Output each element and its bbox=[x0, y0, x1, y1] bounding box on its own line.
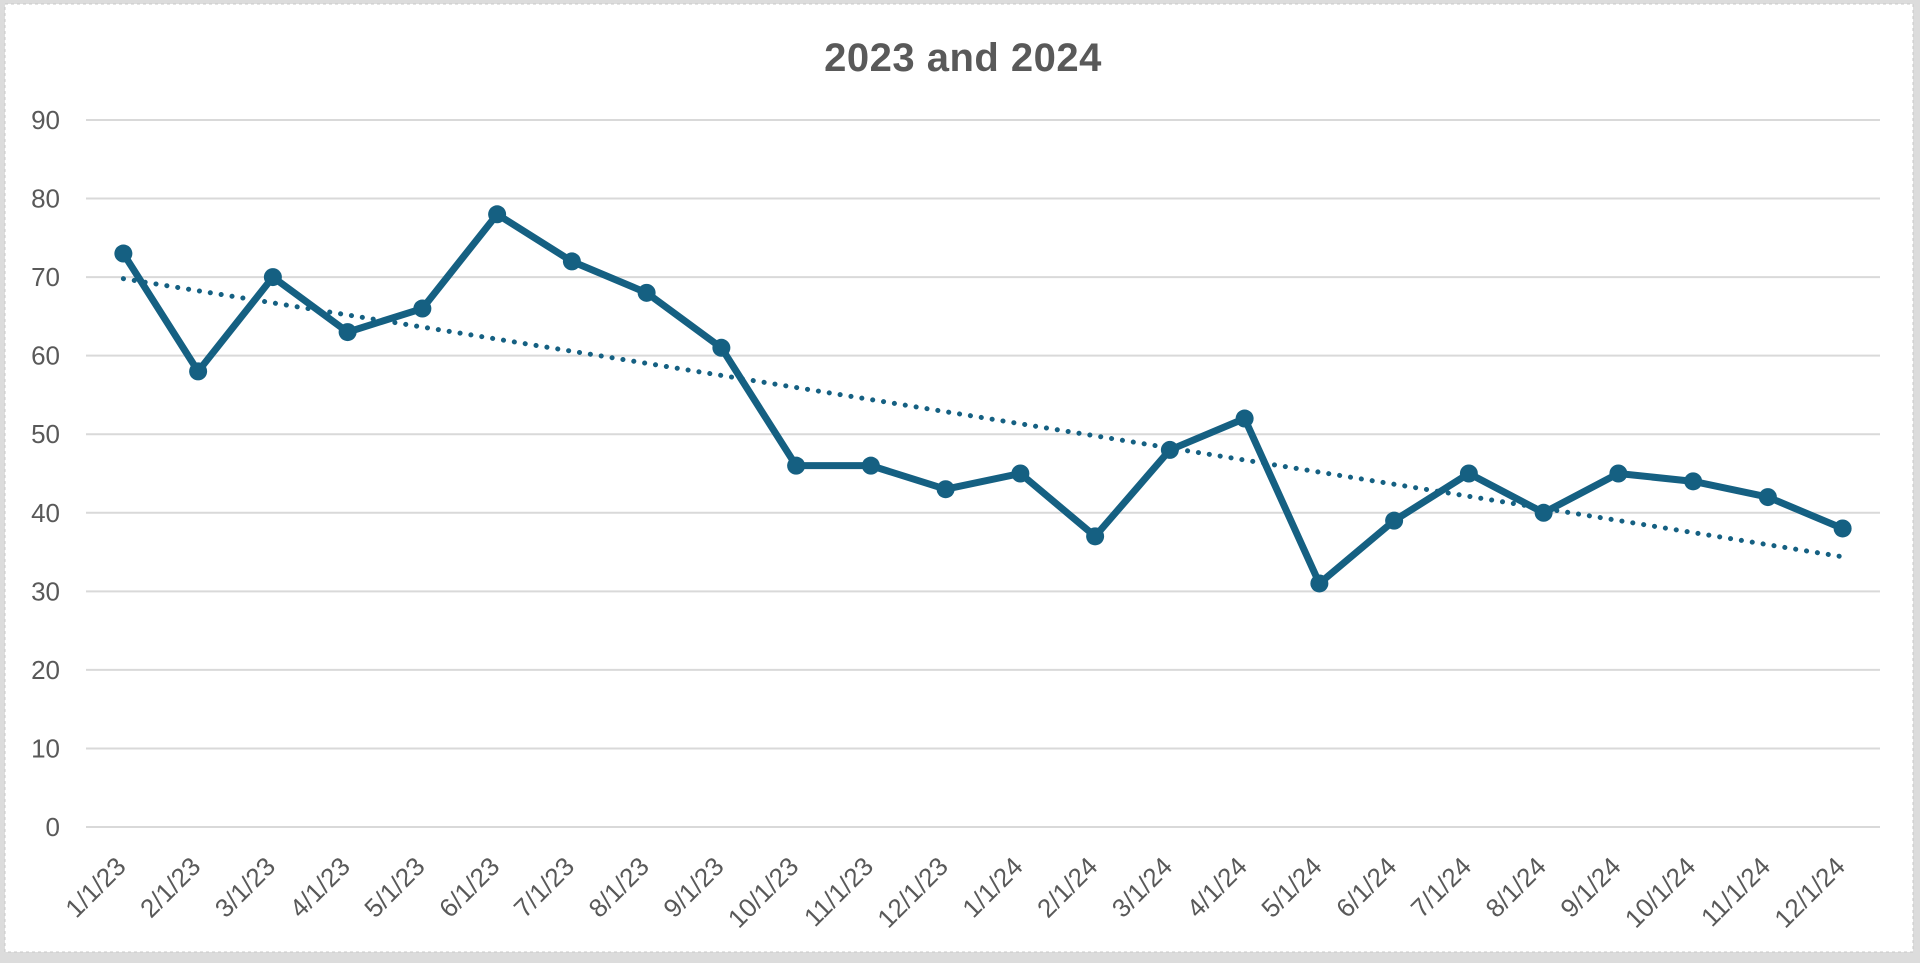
y-axis-label: 10 bbox=[31, 733, 60, 763]
data-point bbox=[488, 205, 507, 224]
data-point bbox=[1609, 464, 1628, 483]
data-point bbox=[1011, 464, 1030, 483]
data-point bbox=[1310, 574, 1329, 593]
data-point bbox=[338, 323, 357, 342]
data-point bbox=[114, 244, 133, 263]
trendline bbox=[120, 276, 1846, 560]
data-point bbox=[1235, 409, 1254, 428]
data-point bbox=[1086, 527, 1105, 546]
y-axis-label: 0 bbox=[46, 812, 60, 842]
data-point bbox=[936, 480, 955, 499]
data-point bbox=[712, 338, 731, 357]
data-point bbox=[637, 283, 656, 302]
y-axis-labels-group: 0 10 20 30 40 50 60 70 80 90 bbox=[31, 105, 60, 842]
data-point bbox=[413, 299, 432, 318]
series-group bbox=[119, 210, 1847, 587]
y-axis-label: 60 bbox=[31, 341, 60, 371]
series-line bbox=[119, 210, 1847, 587]
y-axis-label: 20 bbox=[31, 655, 60, 685]
data-point bbox=[861, 456, 880, 475]
y-axis-label: 70 bbox=[31, 262, 60, 292]
data-point bbox=[1684, 472, 1703, 491]
data-point bbox=[787, 456, 806, 475]
y-axis-label: 50 bbox=[31, 419, 60, 449]
y-axis-label: 30 bbox=[31, 576, 60, 606]
y-axis-label: 80 bbox=[31, 184, 60, 214]
chart-canvas bbox=[4, 3, 1914, 953]
trendline-group bbox=[120, 276, 1846, 560]
data-point bbox=[1758, 488, 1777, 507]
data-point bbox=[1833, 519, 1852, 538]
data-point bbox=[189, 362, 208, 381]
data-point bbox=[263, 268, 282, 287]
chart-title: 2023 and 2024 bbox=[824, 36, 1102, 80]
y-axis-label: 40 bbox=[31, 498, 60, 528]
y-axis-label: 90 bbox=[31, 105, 60, 135]
data-point bbox=[1385, 511, 1404, 530]
data-point bbox=[1459, 464, 1478, 483]
gridlines-group bbox=[86, 119, 1880, 828]
data-point bbox=[562, 252, 581, 271]
